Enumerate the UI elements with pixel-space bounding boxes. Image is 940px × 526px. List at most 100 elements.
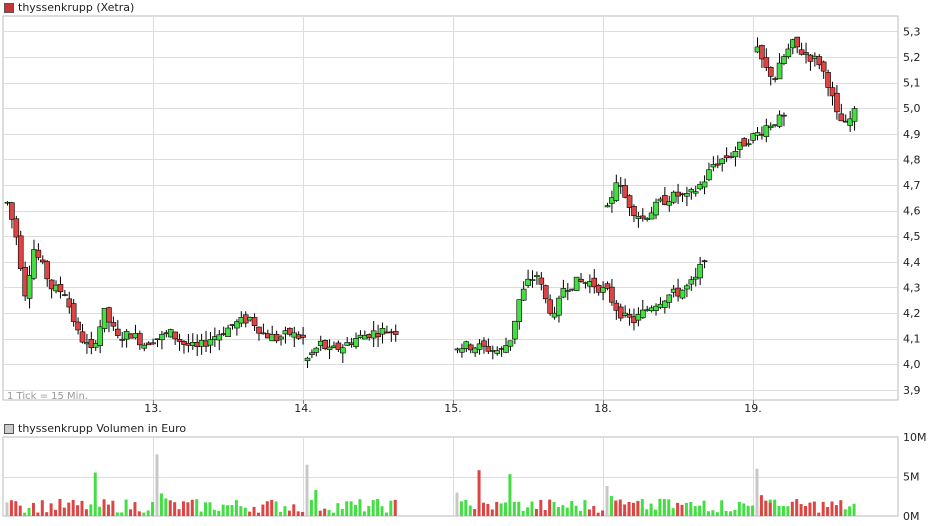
price-candle bbox=[57, 276, 64, 299]
price-candle bbox=[825, 69, 831, 97]
price-candle bbox=[534, 271, 540, 285]
volume-bar bbox=[720, 500, 724, 516]
volume-bar bbox=[724, 511, 728, 516]
price-candle bbox=[326, 339, 333, 360]
price-candle bbox=[31, 239, 37, 281]
volume-bar bbox=[477, 470, 481, 516]
volume-bar bbox=[151, 501, 155, 516]
volume-bar bbox=[706, 511, 710, 516]
volume-bar bbox=[265, 501, 269, 516]
candle-body bbox=[600, 286, 606, 293]
x-tick-label: 19. bbox=[744, 402, 762, 415]
price-grid bbox=[2, 15, 899, 401]
volume-bar bbox=[349, 501, 353, 516]
candle-body bbox=[150, 342, 156, 345]
candle-body bbox=[820, 61, 827, 72]
price-candle bbox=[150, 338, 156, 346]
volume-bar bbox=[168, 500, 172, 516]
volume-bar bbox=[93, 472, 97, 516]
volume-bar bbox=[781, 511, 785, 516]
volume-bar bbox=[296, 511, 300, 516]
volume-bar bbox=[340, 508, 344, 516]
price-candle bbox=[9, 201, 15, 229]
price-candle bbox=[467, 343, 474, 354]
volume-bar bbox=[212, 509, 216, 516]
price-candle bbox=[137, 330, 143, 350]
volume-bar bbox=[217, 510, 221, 516]
price-candle bbox=[379, 322, 386, 344]
volume-bar bbox=[795, 499, 799, 516]
price-candle bbox=[159, 330, 165, 350]
volume-bar bbox=[521, 510, 525, 516]
volume-bar bbox=[733, 509, 737, 516]
volume-bar bbox=[821, 501, 825, 516]
price-candle bbox=[141, 342, 148, 352]
x-tick-label: 15. bbox=[444, 402, 462, 415]
volume-bar bbox=[490, 509, 494, 516]
volume-tick-label: 10M bbox=[903, 431, 927, 444]
volume-bar bbox=[640, 499, 644, 516]
price-legend-swatch bbox=[4, 2, 14, 13]
volume-bar bbox=[376, 498, 380, 516]
price-legend: thyssenkrupp (Xetra) bbox=[4, 1, 134, 14]
candle-body bbox=[547, 299, 553, 314]
volume-bar bbox=[230, 505, 234, 516]
price-candle bbox=[626, 194, 633, 217]
candle-body bbox=[688, 189, 695, 193]
price-candle bbox=[662, 300, 668, 314]
candle-body bbox=[684, 285, 690, 290]
price-candle bbox=[251, 313, 258, 331]
volume-bar bbox=[234, 500, 238, 516]
price-candle bbox=[666, 294, 673, 309]
price-candle bbox=[684, 283, 690, 298]
price-candle bbox=[600, 281, 606, 301]
volume-bar bbox=[848, 506, 852, 516]
volume-bar bbox=[812, 501, 816, 516]
volume-bar bbox=[751, 505, 755, 516]
candle-body bbox=[57, 284, 64, 293]
candle-body bbox=[353, 338, 359, 347]
volume-bar bbox=[526, 507, 530, 516]
candle-body bbox=[472, 347, 478, 354]
price-candle bbox=[767, 66, 774, 86]
price-candle bbox=[503, 337, 509, 354]
price-candle bbox=[653, 198, 659, 220]
candle-body bbox=[829, 87, 836, 97]
candle-body bbox=[763, 57, 770, 68]
volume-bar bbox=[58, 498, 62, 516]
volume-bar bbox=[40, 500, 44, 516]
candle-body bbox=[70, 303, 77, 322]
volume-bar bbox=[248, 511, 252, 516]
price-candle bbox=[697, 256, 703, 286]
volume-bar bbox=[287, 510, 291, 516]
price-candle bbox=[44, 259, 51, 287]
price-candle bbox=[609, 278, 615, 306]
candle-body bbox=[648, 212, 655, 220]
volume-bar bbox=[31, 502, 35, 516]
price-candle bbox=[750, 132, 756, 144]
candle-body bbox=[114, 328, 121, 336]
candle-body bbox=[207, 339, 214, 346]
candle-body bbox=[573, 276, 580, 291]
price-candle bbox=[472, 346, 478, 358]
candle-body bbox=[534, 275, 540, 278]
price-candle bbox=[560, 279, 567, 299]
volume-y-axis: 10M 5M 0M bbox=[903, 431, 927, 523]
candle-body bbox=[507, 340, 514, 347]
candle-body bbox=[137, 333, 143, 346]
volume-bar bbox=[279, 511, 283, 516]
volume-bar bbox=[601, 510, 605, 516]
candle-body bbox=[287, 327, 293, 335]
volume-bar bbox=[305, 464, 309, 516]
candle-body bbox=[754, 132, 761, 136]
volume-bar bbox=[561, 505, 565, 516]
price-candle bbox=[375, 324, 381, 348]
candle-body bbox=[666, 294, 673, 303]
price-candle bbox=[66, 291, 73, 314]
price-candle bbox=[556, 295, 562, 323]
volume-bar bbox=[23, 512, 27, 516]
candle-body bbox=[62, 294, 68, 296]
price-tick-label: 5,2 bbox=[903, 51, 921, 64]
candle-body bbox=[48, 279, 55, 290]
price-candle bbox=[13, 215, 20, 246]
